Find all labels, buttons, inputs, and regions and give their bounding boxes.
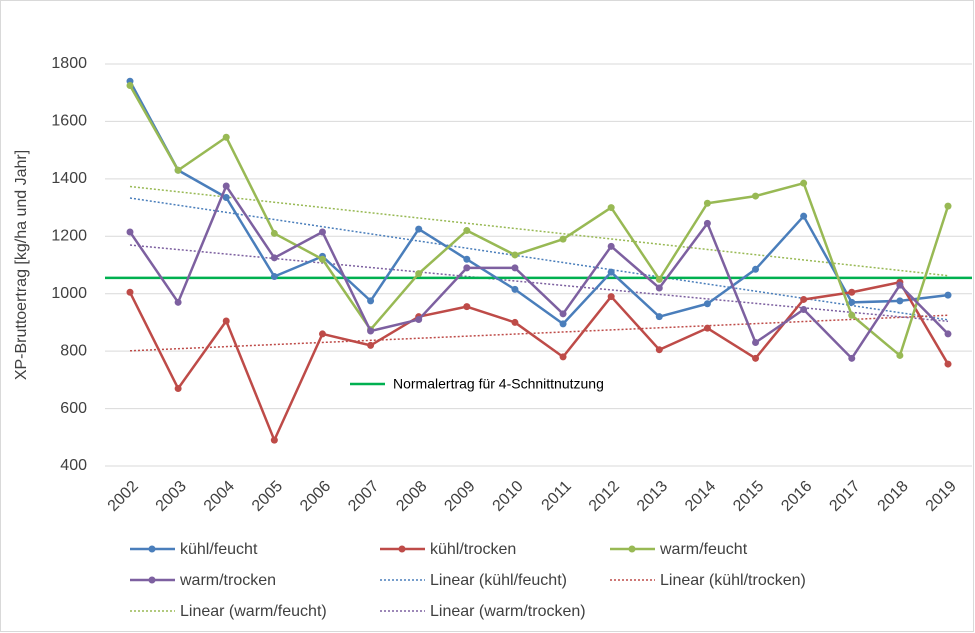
data-point <box>607 242 615 250</box>
data-point <box>222 194 230 202</box>
data-point <box>944 291 952 299</box>
legend-label: kühl/trocken <box>430 541 516 558</box>
data-point <box>126 288 134 296</box>
data-point <box>270 436 278 444</box>
data-point <box>174 298 182 306</box>
y-tick-label: 1200 <box>51 228 87 245</box>
data-point <box>415 270 423 278</box>
data-point <box>511 264 519 272</box>
data-point <box>655 313 663 321</box>
data-point <box>848 354 856 362</box>
series-line <box>128 84 950 357</box>
data-point <box>944 330 952 338</box>
y-tick-label: 800 <box>60 342 87 359</box>
data-point <box>752 192 760 200</box>
data-point <box>511 285 519 293</box>
legend-label: Linear (warm/feucht) <box>180 603 327 620</box>
series-line <box>128 184 949 360</box>
data-point <box>848 288 856 296</box>
data-point <box>655 346 663 354</box>
data-point <box>270 254 278 262</box>
data-point <box>896 281 904 289</box>
series-line <box>128 280 950 442</box>
data-point <box>367 341 375 349</box>
data-point <box>559 310 567 318</box>
data-point <box>944 202 952 210</box>
data-point <box>174 384 182 392</box>
data-point <box>511 318 519 326</box>
data-point <box>752 339 760 347</box>
legend-marker <box>148 545 156 553</box>
data-point <box>126 228 134 236</box>
data-point <box>367 297 375 305</box>
data-point <box>367 327 375 335</box>
data-point <box>800 306 808 314</box>
data-point <box>126 82 134 90</box>
data-point <box>463 303 471 311</box>
data-point <box>222 182 230 190</box>
data-point <box>559 353 567 361</box>
y-tick-label: 1000 <box>51 285 87 302</box>
data-point <box>270 229 278 237</box>
trend-line <box>129 185 949 277</box>
trend-line <box>129 314 949 352</box>
data-point <box>463 264 471 272</box>
data-point <box>703 324 711 332</box>
legend-label: warm/trocken <box>179 572 276 589</box>
data-point <box>607 293 615 301</box>
data-point <box>415 225 423 233</box>
data-point <box>703 199 711 207</box>
data-point <box>944 360 952 368</box>
data-point <box>655 275 663 283</box>
y-tick-label: 1800 <box>51 55 87 72</box>
legend-label: warm/feucht <box>659 541 748 558</box>
legend-marker <box>148 576 156 584</box>
data-point <box>559 235 567 243</box>
data-point <box>752 354 760 362</box>
trend-line <box>129 244 949 323</box>
data-point <box>415 316 423 324</box>
data-point <box>655 284 663 292</box>
reference-label: Normalertrag für 4-Schnittnutzung <box>393 376 604 392</box>
legend-marker <box>628 545 636 553</box>
data-point <box>800 179 808 187</box>
y-tick-label: 400 <box>60 457 87 474</box>
data-point <box>511 251 519 259</box>
legend-label: Linear (kühl/feucht) <box>430 572 567 589</box>
data-point <box>559 320 567 328</box>
data-point <box>607 204 615 212</box>
legend-label: Linear (kühl/trocken) <box>660 572 806 589</box>
data-point <box>752 265 760 273</box>
legend-label: Linear (warm/trocken) <box>430 603 586 620</box>
y-tick-label: 1600 <box>51 113 87 130</box>
legend-marker <box>398 545 406 553</box>
data-point <box>222 317 230 325</box>
data-point <box>174 166 182 174</box>
data-point <box>703 300 711 308</box>
data-point <box>318 255 326 263</box>
data-point <box>896 351 904 359</box>
series-line <box>128 80 949 326</box>
data-point <box>607 268 615 276</box>
data-point <box>800 212 808 220</box>
data-point <box>318 330 326 338</box>
legend-label: kühl/feucht <box>180 541 258 558</box>
y-tick-label: 1400 <box>51 170 87 187</box>
data-point <box>222 133 230 141</box>
data-point <box>896 297 904 305</box>
y-tick-label: 600 <box>60 400 87 417</box>
data-point <box>463 255 471 263</box>
data-point <box>800 295 808 303</box>
data-point <box>848 298 856 306</box>
data-point <box>463 227 471 235</box>
data-point <box>318 228 326 236</box>
data-point <box>703 219 711 227</box>
data-point <box>848 311 856 319</box>
data-point <box>270 272 278 280</box>
y-axis-title: XP-Bruttoertrag [kg/ha und Jahr] <box>13 150 30 380</box>
